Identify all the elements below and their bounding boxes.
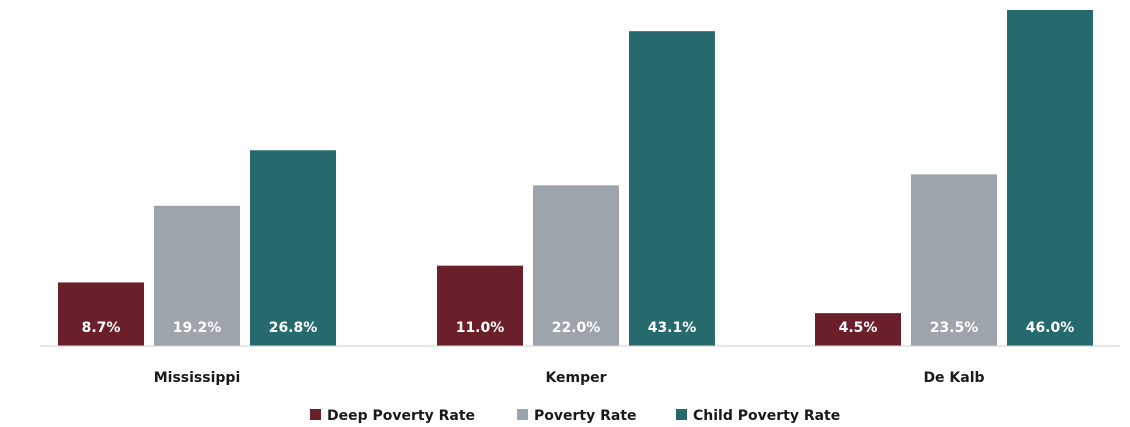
data-label-mississippi-poverty-rate: 19.2% (173, 320, 222, 336)
legend-label-deep-poverty-rate: Deep Poverty Rate (327, 408, 475, 424)
bar-kemper-deep-poverty-rate (437, 265, 523, 346)
bar-kemper-poverty-rate (533, 185, 619, 346)
category-label-kemper: Kemper (545, 370, 606, 386)
legend-label-poverty-rate: Poverty Rate (534, 408, 637, 424)
data-label-de-kalb-deep-poverty-rate: 4.5% (839, 320, 878, 336)
legend-swatch-poverty-rate (517, 409, 528, 420)
category-label-de-kalb: De Kalb (923, 370, 984, 386)
data-label-de-kalb-poverty-rate: 23.5% (930, 320, 979, 336)
data-label-kemper-child-poverty-rate: 43.1% (648, 320, 697, 336)
data-label-mississippi-child-poverty-rate: 26.8% (269, 320, 318, 336)
legend: Deep Poverty Rate Poverty Rate Child Pover… (310, 408, 840, 424)
data-label-de-kalb-child-poverty-rate: 46.0% (1026, 320, 1075, 336)
bar-mississippi-poverty-rate (154, 205, 240, 346)
bar-de-kalb-poverty-rate (911, 174, 997, 346)
data-label-kemper-deep-poverty-rate: 11.0% (456, 320, 505, 336)
data-label-kemper-poverty-rate: 22.0% (552, 320, 601, 336)
legend-swatch-child-poverty-rate (676, 409, 687, 420)
bar-mississippi-deep-poverty-rate (58, 282, 144, 346)
category-label-mississippi: Mississippi (154, 370, 241, 386)
bar-mississippi-child-poverty-rate (250, 150, 336, 346)
bars-group: 8.7% 19.2% 26.8% 11.0% 22.0% 43.1% 4.5% 23.5% 46… (58, 10, 1093, 346)
legend-swatch-deep-poverty-rate (310, 409, 321, 420)
category-labels: Mississippi Kemper De Kalb (154, 370, 985, 386)
bar-kemper-child-poverty-rate (629, 31, 715, 346)
bar-de-kalb-child-poverty-rate (1007, 10, 1093, 346)
bar-de-kalb-deep-poverty-rate (815, 313, 901, 346)
legend-label-child-poverty-rate: Child Poverty Rate (693, 408, 840, 424)
data-label-mississippi-deep-poverty-rate: 8.7% (82, 320, 121, 336)
